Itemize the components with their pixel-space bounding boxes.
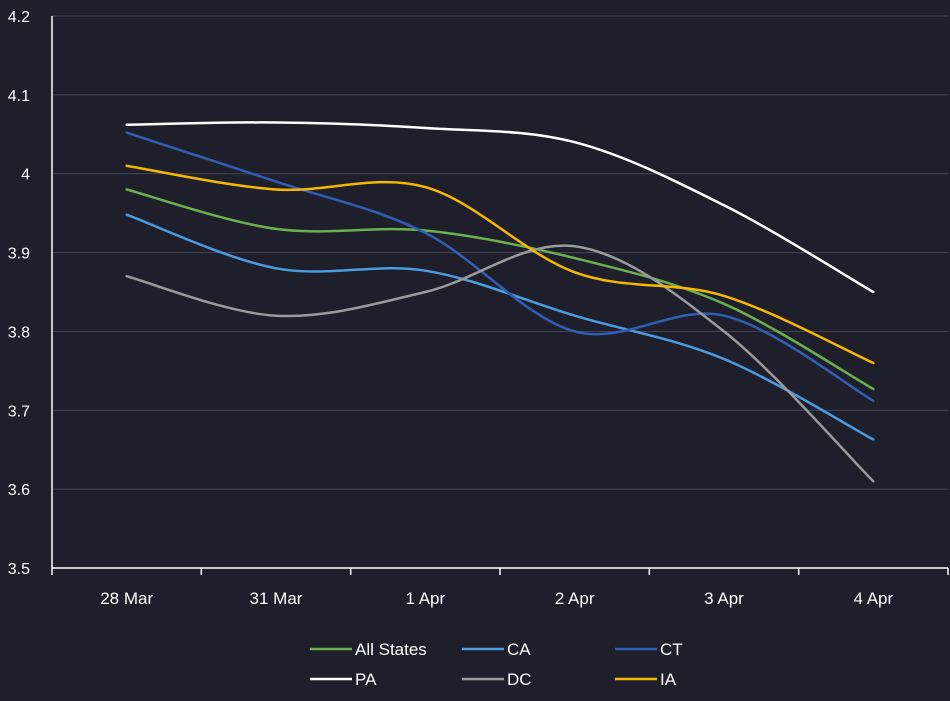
series-line-ct: [125, 131, 875, 403]
y-tick-label: 4: [21, 167, 30, 184]
legend-label-dc: DC: [507, 670, 532, 689]
legend-label-all-states: All States: [355, 640, 427, 659]
y-tick-label: 3.9: [8, 246, 30, 263]
series-line-ia: [125, 164, 875, 365]
series-line-all-states: [125, 188, 875, 391]
x-tick-label: 28 Mar: [100, 589, 153, 608]
x-tick-label: 31 Mar: [250, 589, 303, 608]
series-line-pa: [125, 121, 875, 294]
legend-label-ct: CT: [660, 640, 683, 659]
y-tick-label: 3.5: [8, 561, 30, 578]
legend-label-ca: CA: [507, 640, 531, 659]
x-tick-label: 4 Apr: [853, 589, 893, 608]
series-line-ca: [125, 213, 875, 441]
y-tick-label: 3.6: [8, 482, 30, 499]
y-tick-label: 3.7: [8, 403, 30, 420]
y-tick-label: 4.1: [8, 88, 30, 105]
x-tick-label: 3 Apr: [704, 589, 744, 608]
y-tick-label: 3.8: [8, 324, 30, 341]
legend-label-ia: IA: [660, 670, 677, 689]
series-line-dc: [125, 244, 875, 483]
x-tick-label: 2 Apr: [555, 589, 595, 608]
x-tick-label: 1 Apr: [405, 589, 445, 608]
legend-label-pa: PA: [355, 670, 377, 689]
y-tick-label: 4.2: [8, 9, 30, 26]
